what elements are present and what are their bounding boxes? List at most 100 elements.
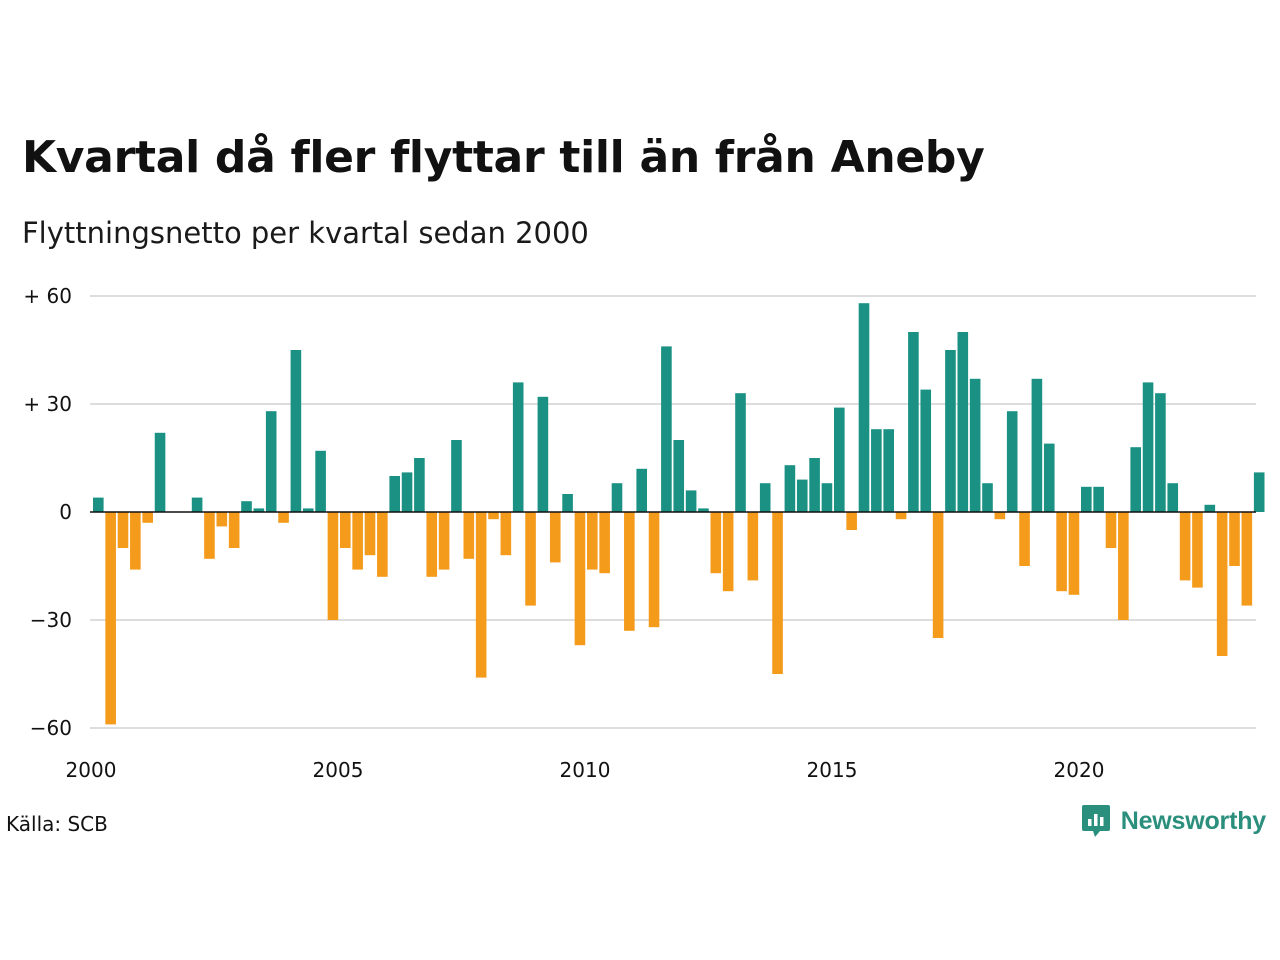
bar — [278, 512, 289, 523]
bar — [537, 396, 549, 512]
bar — [1118, 512, 1129, 620]
bar — [1229, 512, 1240, 566]
bar — [932, 512, 944, 638]
bar — [957, 332, 969, 512]
bar — [759, 483, 771, 512]
bar — [1241, 512, 1253, 606]
bar — [1056, 512, 1067, 592]
x-tick-label: 2000 — [66, 758, 117, 782]
x-tick-label: 2020 — [1054, 758, 1105, 782]
bar — [1043, 443, 1055, 512]
bar — [908, 332, 919, 512]
bar — [895, 512, 907, 520]
bar — [784, 465, 796, 512]
bar — [685, 490, 697, 512]
bar — [253, 508, 265, 512]
bar — [228, 512, 240, 548]
bar — [488, 512, 499, 520]
bar — [611, 483, 623, 512]
bar-chart: + 60 + 30 0 −30 −60 2000 2005 2010 2015 2020 — [23, 284, 1265, 782]
bar — [1155, 393, 1166, 512]
bar — [302, 508, 314, 512]
bar — [1142, 382, 1154, 512]
bar — [747, 512, 759, 581]
bar — [1093, 486, 1104, 512]
bar — [327, 512, 339, 620]
bar — [920, 389, 932, 512]
bar — [377, 512, 388, 577]
bar — [1031, 378, 1043, 512]
bar — [624, 512, 635, 631]
bar — [142, 512, 153, 523]
bar — [525, 512, 536, 606]
bar — [722, 512, 734, 592]
bar — [426, 512, 438, 577]
y-tick-label: 0 — [59, 500, 72, 524]
bar — [1253, 472, 1265, 512]
y-tick-label: + 30 — [23, 392, 72, 416]
bar — [352, 512, 363, 570]
bar — [698, 508, 709, 512]
bar — [834, 407, 845, 512]
bar — [710, 512, 722, 574]
bar — [1006, 411, 1018, 512]
bar — [1105, 512, 1117, 548]
bar — [1068, 512, 1080, 595]
bar — [438, 512, 450, 570]
bar — [549, 512, 561, 563]
chart-title: Kvartal då fler flyttar till än från Ane… — [22, 132, 985, 183]
y-tick-label: −60 — [30, 716, 72, 740]
y-axis-tick-labels: + 60 + 30 0 −30 −60 — [23, 284, 72, 740]
brand-logo[interactable]: Newsworthy — [1081, 804, 1266, 838]
bar — [1204, 504, 1216, 512]
bar — [636, 468, 647, 512]
bar — [796, 479, 808, 512]
bar — [661, 346, 672, 512]
bar — [858, 303, 870, 512]
bar — [883, 429, 894, 512]
bar — [1130, 447, 1141, 512]
bar — [241, 501, 252, 512]
bar — [191, 497, 203, 512]
chart-subtitle: Flyttningsnetto per kvartal sedan 2000 — [22, 216, 589, 250]
bar — [340, 512, 351, 548]
bar — [871, 429, 882, 512]
bar — [130, 512, 141, 570]
x-tick-label: 2010 — [560, 758, 611, 782]
bar — [673, 440, 685, 512]
bar — [315, 450, 326, 512]
bar — [587, 512, 598, 570]
bar — [93, 497, 104, 512]
x-tick-label: 2005 — [313, 758, 364, 782]
bar — [1019, 512, 1030, 566]
bar — [105, 512, 116, 725]
bar — [648, 512, 660, 628]
bar — [1081, 486, 1092, 512]
x-tick-label: 2015 — [807, 758, 858, 782]
bar — [204, 512, 215, 559]
bar — [290, 350, 302, 512]
bars — [93, 303, 1265, 725]
bar — [401, 472, 413, 512]
bar — [1167, 483, 1179, 512]
bar — [599, 512, 610, 574]
bar — [574, 512, 586, 646]
bar — [389, 476, 400, 512]
bar — [809, 458, 820, 512]
bar — [414, 458, 425, 512]
bar — [772, 512, 783, 674]
x-axis-tick-labels: 2000 2005 2010 2015 2020 — [66, 758, 1105, 782]
bar — [735, 393, 746, 512]
y-tick-label: + 60 — [23, 284, 72, 308]
bar — [969, 378, 981, 512]
bar — [364, 512, 376, 556]
bar — [216, 512, 228, 527]
bar — [562, 494, 573, 512]
bar — [1192, 512, 1203, 588]
bar — [265, 411, 277, 512]
bar — [500, 512, 512, 556]
bar — [821, 483, 833, 512]
bar — [154, 432, 166, 512]
bar — [475, 512, 487, 678]
source-note: Källa: SCB — [6, 812, 108, 836]
